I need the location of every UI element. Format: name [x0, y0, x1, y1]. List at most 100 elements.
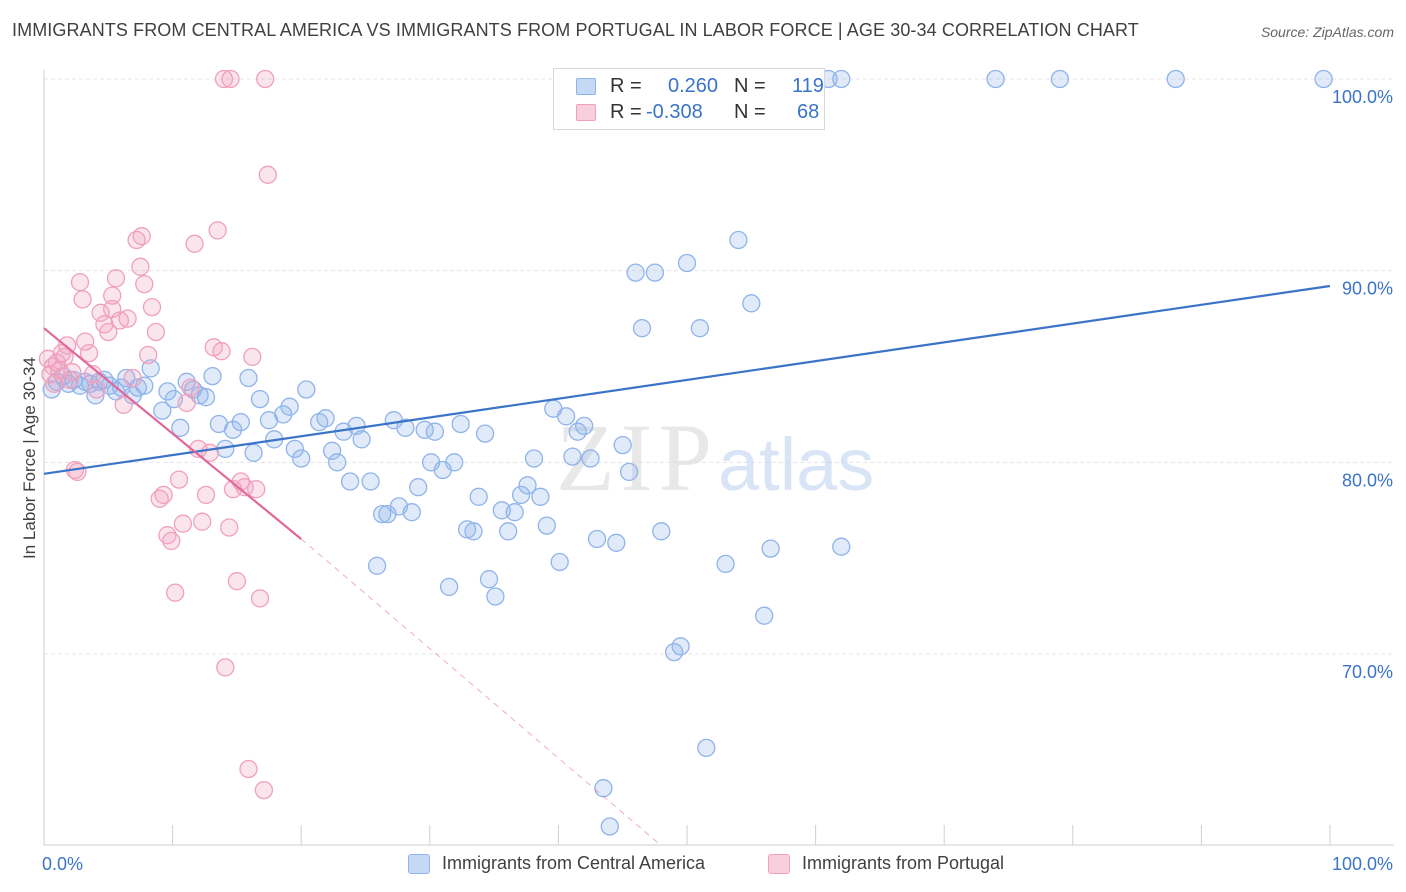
point-central-america	[352, 430, 371, 449]
point-portugal	[99, 322, 118, 342]
point-portugal	[185, 234, 204, 253]
bottom-legend-label: Immigrants from Portugal	[802, 853, 1005, 873]
point-central-america	[95, 370, 114, 390]
point-central-america	[652, 522, 671, 541]
correlation-legend: R = 0.260 N = 119 R = -0.308 N = 68	[553, 68, 825, 130]
point-portugal	[103, 286, 122, 305]
point-central-america	[361, 472, 380, 491]
point-central-america	[250, 389, 270, 409]
point-portugal	[91, 303, 110, 322]
bottom-legend-label: Immigrants from Central America	[442, 853, 706, 873]
point-portugal	[247, 480, 266, 499]
legend-r-label: R =	[610, 101, 642, 123]
point-central-america	[141, 359, 160, 378]
point-central-america	[457, 520, 477, 539]
point-portugal	[254, 780, 274, 800]
data-points	[38, 69, 1333, 836]
point-portugal	[235, 478, 254, 497]
point-central-america	[581, 449, 600, 468]
point-central-america	[613, 435, 632, 455]
point-portugal	[177, 393, 196, 413]
point-portugal	[162, 531, 181, 551]
point-portugal	[76, 332, 95, 351]
point-portugal	[214, 69, 234, 89]
point-central-america	[537, 516, 556, 535]
point-central-america	[677, 253, 697, 273]
legend-r-value: 0.260	[668, 75, 719, 97]
point-central-america	[479, 570, 499, 589]
point-central-america	[1314, 69, 1333, 89]
point-portugal	[216, 658, 235, 677]
point-central-america	[203, 366, 222, 386]
legend-n-label: N =	[734, 75, 766, 97]
point-central-america	[223, 420, 243, 439]
point-portugal	[68, 462, 87, 482]
point-central-america	[600, 817, 619, 836]
point-portugal	[227, 572, 247, 591]
point-central-america	[340, 472, 360, 491]
point-central-america	[755, 606, 774, 625]
chart-source: Source: ZipAtlas.com	[1260, 24, 1394, 40]
point-central-america	[486, 587, 505, 606]
point-central-america	[671, 637, 690, 656]
point-portugal	[55, 347, 74, 367]
trend-line-central-america	[43, 284, 1331, 475]
point-portugal	[221, 69, 240, 89]
point-portugal	[131, 257, 150, 276]
point-portugal	[139, 345, 158, 365]
point-central-america	[626, 263, 645, 282]
x-tick-labels: 0.0% 100.0%	[42, 854, 1393, 874]
point-central-america	[531, 487, 550, 506]
point-central-america	[511, 485, 531, 505]
point-portugal	[106, 269, 126, 288]
point-central-america	[986, 69, 1005, 89]
point-portugal	[169, 470, 189, 489]
x-tick-label: 0.0%	[42, 854, 83, 874]
point-central-america	[451, 414, 470, 434]
point-central-america	[292, 449, 311, 468]
point-portugal	[146, 322, 166, 342]
point-central-america	[587, 529, 607, 549]
point-central-america	[619, 462, 639, 482]
bottom-legend-swatch-blue	[408, 854, 430, 874]
point-central-america	[425, 422, 445, 441]
point-central-america	[373, 504, 392, 524]
point-central-america	[280, 397, 299, 416]
point-central-america	[697, 738, 716, 758]
point-central-america	[690, 319, 710, 338]
point-portugal	[258, 165, 277, 184]
point-portugal	[114, 395, 133, 414]
point-central-america	[563, 447, 582, 466]
point-central-america	[239, 368, 258, 388]
chart-title: IMMIGRANTS FROM CENTRAL AMERICA VS IMMIG…	[12, 20, 1139, 40]
point-portugal	[87, 380, 106, 399]
point-central-america	[607, 533, 626, 552]
point-portugal	[123, 368, 142, 388]
point-portugal	[220, 518, 239, 537]
point-portugal	[193, 512, 212, 531]
point-central-america	[328, 453, 347, 472]
legend-r-label: R =	[610, 75, 642, 97]
watermark-atlas: atlas	[718, 423, 874, 506]
legend-r-value: -0.308	[646, 101, 703, 123]
point-central-america	[445, 453, 464, 472]
point-portugal	[196, 485, 216, 505]
point-central-america	[645, 263, 665, 282]
x-tick-label: 100.0%	[1332, 854, 1393, 874]
point-central-america	[729, 230, 748, 250]
trend-lines	[43, 284, 1331, 847]
point-portugal	[256, 69, 275, 89]
point-central-america	[518, 476, 537, 495]
legend-n-value: 68	[797, 101, 820, 123]
legend-swatch-blue	[576, 78, 596, 95]
point-central-america	[594, 779, 613, 798]
point-portugal	[166, 583, 185, 602]
point-portugal	[79, 343, 99, 363]
point-central-america	[574, 416, 594, 436]
y-tick-label: 90.0%	[1342, 279, 1393, 299]
y-tick-label: 100.0%	[1332, 87, 1393, 107]
point-central-america	[475, 424, 495, 443]
point-central-america	[285, 439, 304, 459]
point-portugal	[135, 274, 154, 294]
y-axis-label: In Labor Force | Age 30-34	[20, 357, 39, 559]
